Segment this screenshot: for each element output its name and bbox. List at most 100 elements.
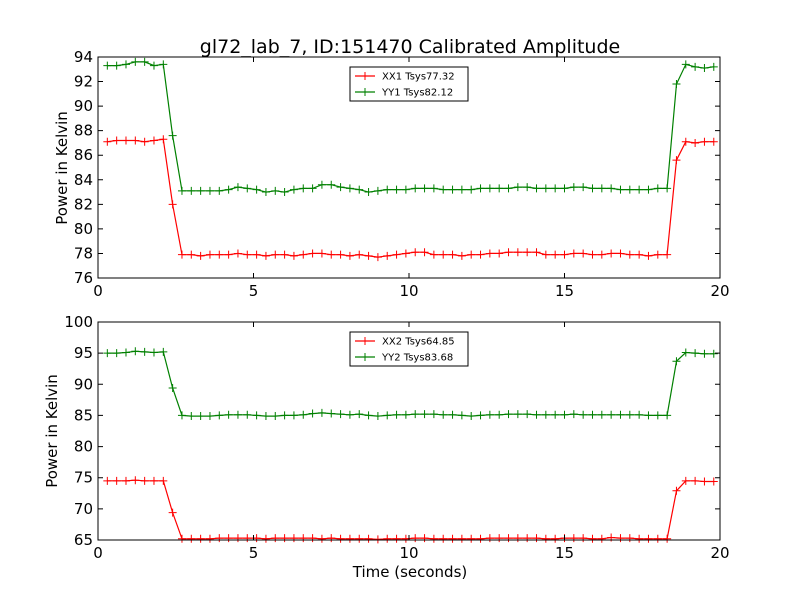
y-tick-label-0-7: 90 (74, 97, 93, 115)
data-point-0-1-4 (140, 57, 149, 66)
legend-marker-1-0 (361, 337, 369, 345)
data-point-0-0-55 (616, 249, 625, 258)
data-point-1-1-44 (513, 410, 522, 419)
y-tick-label-1-7: 100 (64, 313, 93, 331)
data-point-1-1-56 (625, 410, 634, 419)
data-point-1-1-36 (439, 410, 448, 419)
data-point-1-1-12 (215, 411, 224, 420)
data-point-0-1-20 (289, 185, 298, 194)
legend-marker-1-1 (361, 353, 369, 361)
data-point-1-0-6 (159, 476, 168, 485)
data-point-0-0-20 (289, 251, 298, 260)
data-point-0-0-22 (308, 249, 317, 258)
y-tick-label-0-6: 88 (74, 122, 93, 140)
data-point-0-1-28 (364, 188, 373, 197)
data-point-0-0-49 (560, 250, 569, 259)
data-point-0-1-33 (411, 184, 420, 193)
data-point-0-0-31 (392, 250, 401, 259)
data-point-1-0-46 (532, 534, 541, 543)
data-point-0-1-32 (401, 185, 410, 194)
data-point-0-1-57 (635, 185, 644, 194)
data-point-1-0-24 (327, 534, 336, 543)
legend-label-1-0: XX2 Tsys64.85 (382, 337, 455, 348)
data-point-1-0-43 (504, 534, 513, 543)
data-point-0-1-26 (345, 184, 354, 193)
data-point-0-1-43 (504, 184, 513, 193)
data-point-0-1-15 (243, 184, 252, 193)
data-point-1-0-8 (177, 534, 186, 543)
data-point-0-1-3 (131, 57, 140, 66)
data-point-1-1-30 (383, 411, 392, 420)
data-point-1-0-48 (551, 534, 560, 543)
data-point-1-1-45 (523, 410, 532, 419)
data-point-1-1-38 (457, 411, 466, 420)
y-tick-label-0-2: 80 (74, 220, 93, 238)
data-point-0-0-28 (364, 251, 373, 260)
chart-title: gl72_lab_7, ID:151470 Calibrated Amplitu… (200, 36, 620, 58)
y-tick-label-1-4: 85 (74, 406, 93, 424)
data-point-1-0-39 (467, 534, 476, 543)
data-point-1-1-59 (653, 411, 662, 420)
y-tick-label-0-9: 94 (74, 48, 93, 66)
data-point-1-0-63 (691, 476, 700, 485)
data-point-1-0-65 (709, 477, 718, 486)
data-point-0-1-8 (177, 186, 186, 195)
data-point-1-1-29 (373, 412, 382, 421)
data-point-0-0-59 (653, 250, 662, 259)
data-point-1-0-38 (457, 534, 466, 543)
data-point-1-1-1 (112, 349, 121, 358)
data-point-1-0-22 (308, 534, 317, 543)
data-point-1-0-37 (448, 534, 457, 543)
data-point-1-1-13 (224, 410, 233, 419)
data-point-0-0-4 (140, 137, 149, 146)
data-point-1-1-55 (616, 410, 625, 419)
data-point-1-0-58 (644, 534, 653, 543)
data-point-1-1-15 (243, 410, 252, 419)
data-point-0-1-64 (700, 64, 709, 73)
data-point-0-0-46 (532, 248, 541, 257)
data-point-0-0-27 (355, 250, 364, 259)
data-point-0-0-26 (345, 251, 354, 260)
data-point-1-0-9 (187, 534, 196, 543)
data-point-0-1-36 (439, 185, 448, 194)
top-subplot: 0 5 10 15 20 76 78 80 82 84 86 88 90 92 94 XX1 Tsys77.3… (74, 48, 730, 300)
data-point-1-1-43 (504, 410, 513, 419)
data-point-0-1-47 (541, 184, 550, 193)
data-point-1-0-27 (355, 534, 364, 543)
data-point-0-1-7 (168, 131, 177, 140)
data-point-0-0-61 (672, 156, 681, 165)
data-point-0-1-9 (187, 186, 196, 195)
data-point-1-0-47 (541, 534, 550, 543)
data-point-1-1-32 (401, 410, 410, 419)
x-tick-label-0-2: 10 (399, 282, 418, 300)
data-point-0-0-33 (411, 248, 420, 257)
data-point-0-1-0 (103, 61, 112, 70)
data-point-1-1-62 (681, 348, 690, 357)
data-point-0-1-6 (159, 60, 168, 69)
data-point-0-0-45 (523, 248, 532, 257)
data-point-0-0-9 (187, 250, 196, 259)
data-point-0-0-19 (280, 250, 289, 259)
data-point-0-1-18 (271, 186, 280, 195)
data-point-1-0-41 (485, 534, 494, 543)
data-point-0-1-65 (709, 62, 718, 71)
data-point-1-0-20 (289, 534, 298, 543)
data-point-1-0-13 (224, 534, 233, 543)
data-point-1-0-56 (625, 534, 634, 543)
data-point-1-0-19 (280, 534, 289, 543)
data-point-1-1-34 (420, 410, 429, 419)
data-point-1-0-60 (663, 534, 672, 543)
data-point-1-0-25 (336, 534, 345, 543)
data-point-1-1-53 (597, 410, 606, 419)
data-point-1-1-54 (607, 410, 616, 419)
legend-label-0-1: YY1 Tsys82.12 (381, 88, 453, 99)
data-point-0-0-48 (551, 250, 560, 259)
data-point-1-0-33 (411, 534, 420, 543)
data-point-1-1-60 (663, 411, 672, 420)
data-point-1-1-48 (551, 410, 560, 419)
data-point-0-1-17 (261, 188, 270, 197)
data-point-0-0-54 (607, 249, 616, 258)
data-point-1-1-47 (541, 410, 550, 419)
data-point-1-0-40 (476, 534, 485, 543)
x-tick-label-1-2: 10 (399, 544, 418, 562)
